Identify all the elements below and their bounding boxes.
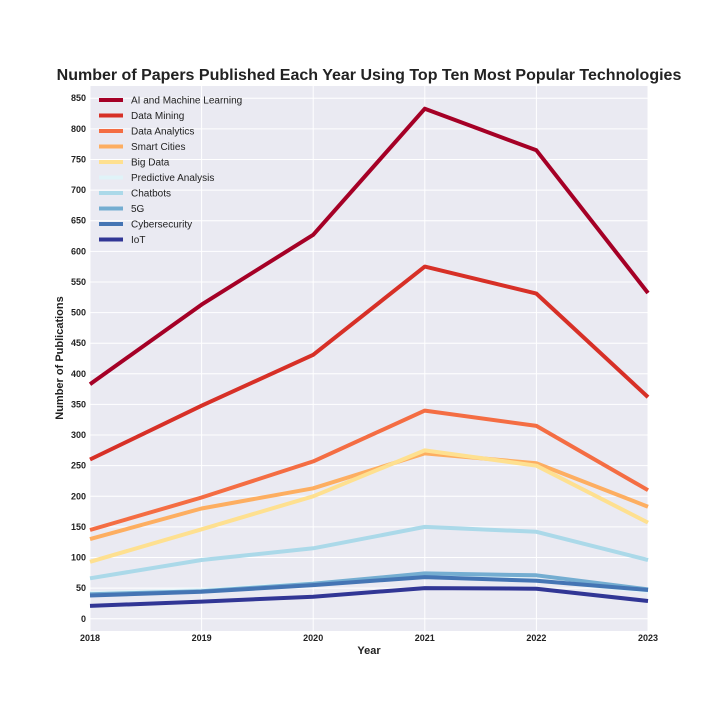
- series-line-6: [89, 524, 649, 581]
- legend-label: Cybersecurity: [131, 220, 192, 231]
- x-tick-label: 2019: [192, 633, 212, 643]
- grid-lines: [89, 86, 649, 631]
- chart-title: Number of Papers Published Each Year Usi…: [57, 67, 682, 84]
- legend-label: Predictive Analysis: [131, 173, 214, 184]
- y-tick-label: 600: [71, 246, 86, 256]
- legend-label: AI and Machine Learning: [131, 96, 242, 107]
- x-tick-label: 2020: [303, 633, 323, 643]
- x-tick-label: 2023: [638, 633, 658, 643]
- y-tick-label: 250: [71, 461, 86, 471]
- y-tick-label: 400: [71, 369, 86, 379]
- y-tick-label: 0: [81, 614, 86, 624]
- plot-area: [90, 86, 648, 631]
- series-line-2: [89, 408, 649, 532]
- y-tick-label: 850: [71, 93, 86, 103]
- x-axis-ticks: 2018 2019 2020 2021 2022 2023: [80, 633, 658, 643]
- series-lines: [88, 106, 650, 608]
- legend-label: Smart Cities: [131, 142, 185, 153]
- legend-label: Chatbots: [131, 189, 171, 200]
- x-tick-label: 2021: [415, 633, 435, 643]
- y-tick-label: 450: [71, 338, 86, 348]
- series-line-0: [88, 106, 650, 386]
- y-tick-label: 300: [71, 430, 86, 440]
- y-tick-label: 350: [71, 399, 86, 409]
- x-tick-label: 2022: [526, 633, 546, 643]
- legend: AI and Machine Learning Data Mining Data A…: [99, 96, 242, 246]
- legend-label: Big Data: [131, 158, 170, 169]
- y-tick-label: 750: [71, 154, 86, 164]
- y-tick-label: 800: [71, 124, 86, 134]
- y-axis-label: Number of Publications: [54, 296, 66, 419]
- x-axis-label: Year: [357, 645, 381, 657]
- y-tick-label: 100: [71, 553, 86, 563]
- legend-label: IoT: [131, 235, 145, 246]
- legend-label: Data Mining: [131, 111, 184, 122]
- legend-label: Data Analytics: [131, 127, 194, 138]
- series-line-4: [89, 448, 649, 564]
- legend-label: 5G: [131, 204, 145, 215]
- y-tick-label: 550: [71, 277, 86, 287]
- series-line-1: [89, 264, 650, 462]
- y-tick-label: 500: [71, 308, 86, 318]
- y-tick-label: 650: [71, 216, 86, 226]
- y-tick-label: 150: [71, 522, 86, 532]
- series-line-9: [89, 586, 649, 608]
- y-axis-ticks: 0 50 100 150 200 250 300 350 400 450 500 550 600 650 7…: [71, 93, 86, 624]
- y-tick-label: 700: [71, 185, 86, 195]
- y-tick-label: 50: [76, 583, 86, 593]
- y-tick-label: 200: [71, 491, 86, 501]
- series-line-8: [89, 575, 649, 598]
- x-tick-label: 2018: [80, 633, 100, 643]
- series-line-3: [89, 451, 649, 542]
